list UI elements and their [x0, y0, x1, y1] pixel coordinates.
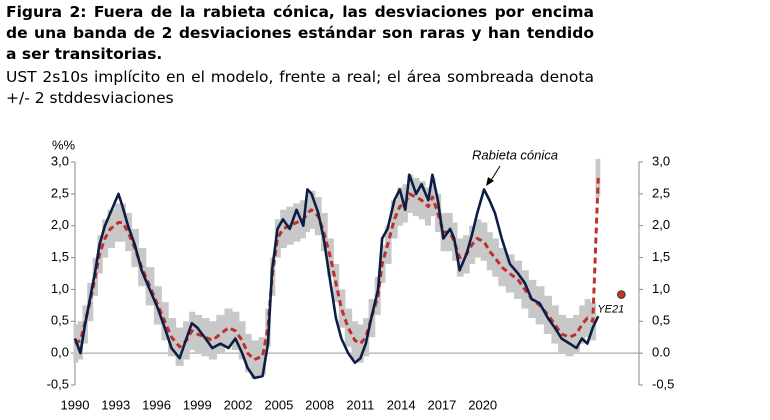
band-segment [344, 308, 353, 347]
y-tick-label: 1,0 [51, 281, 69, 296]
y-tick-label: 3,0 [51, 153, 69, 168]
actual-line [73, 173, 600, 380]
band-segment [357, 324, 364, 363]
y-tick-label: -0,5 [47, 376, 69, 391]
x-tick-label: 1993 [101, 397, 130, 412]
y-tick-label: 1,5 [51, 249, 69, 264]
band-segment [145, 267, 155, 306]
point [617, 290, 626, 299]
y2-tick-label: 0.0 [652, 345, 670, 360]
band-segment [543, 295, 552, 335]
chart-subtitle: UST 2s10s implícito en el modelo, frente… [6, 68, 594, 107]
y-tick-label: 2,0 [51, 217, 69, 232]
y2-tick-label: 1,0 [652, 281, 670, 296]
y2-tick-label: 1,5 [652, 249, 670, 264]
chart-title: Figura 2: Fuera de la rabieta cónica, la… [6, 3, 594, 63]
band-segment [579, 305, 586, 344]
band-segment [565, 318, 574, 357]
band-segment [305, 193, 311, 233]
model-line [74, 177, 600, 362]
x-tick-label: 1999 [183, 397, 212, 412]
band-segment [280, 209, 287, 249]
band-segment [338, 289, 346, 328]
x-tick-label: 2005 [264, 397, 293, 412]
band-segment [258, 337, 266, 376]
annotation-arrowhead [486, 177, 494, 186]
annotation-arrow [489, 165, 501, 183]
x-tick-label: 1990 [61, 397, 90, 412]
point-label: YE21 [597, 303, 624, 315]
band-segment [390, 200, 398, 239]
band-segment [573, 314, 580, 354]
band-segment [224, 308, 233, 347]
band-segment [412, 177, 420, 217]
x-tick-label: 2014 [387, 397, 416, 412]
y-axis-unit: %% [52, 137, 76, 152]
y-tick-label: 0,0 [51, 345, 69, 360]
y2-tick-label: -0,5 [652, 376, 674, 391]
band-segment [480, 222, 488, 261]
x-tick-label: 2011 [346, 397, 374, 412]
y2-tick-label: 3,0 [652, 153, 670, 168]
x-tick-label: 1996 [142, 397, 171, 412]
band-segment [208, 321, 217, 360]
y2-tick-label: 0,5 [652, 313, 670, 328]
annotation: Rabieta cónica [472, 147, 558, 162]
x-tick-label: 2008 [305, 397, 334, 412]
band-segment [274, 219, 281, 258]
band-segment [486, 232, 493, 271]
y2-tick-label: 2,5 [652, 185, 670, 200]
band-segment [584, 298, 591, 338]
band-segment [492, 238, 499, 277]
x-tick-label: 2017 [427, 397, 456, 412]
x-tick-label: 2002 [224, 397, 253, 412]
band-segment [120, 203, 126, 242]
band-segment [446, 212, 453, 252]
band-segment [77, 321, 84, 360]
band-segment [551, 305, 559, 344]
y-tick-label: 2,5 [51, 185, 69, 200]
band-segment [125, 212, 132, 252]
band-segment [216, 314, 226, 354]
y-tick-label: 0,5 [51, 313, 69, 328]
band-segment [327, 238, 334, 277]
y2-tick-label: 2,0 [652, 217, 670, 232]
x-tick-label: 2020 [468, 397, 497, 412]
band-segment [238, 321, 246, 360]
